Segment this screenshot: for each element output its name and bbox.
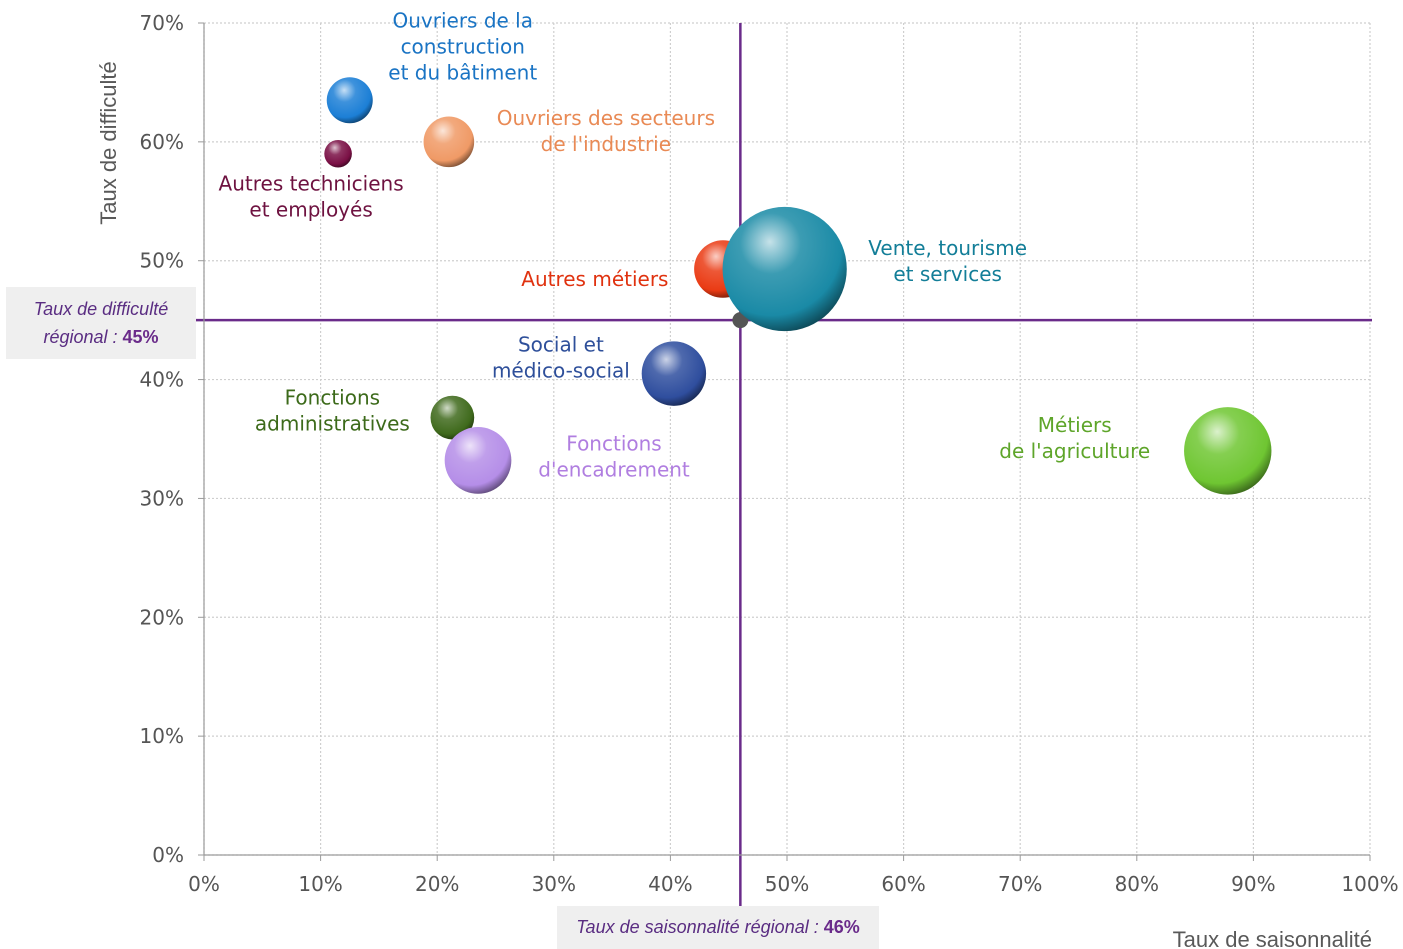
y-tick-label: 50% bbox=[140, 249, 184, 273]
y-tick-label: 30% bbox=[140, 486, 184, 510]
x-tick-label: 90% bbox=[1231, 872, 1275, 896]
bubble-label: d'encadrement bbox=[538, 457, 690, 481]
x-tick-label: 80% bbox=[1115, 872, 1159, 896]
bubble-label: et services bbox=[893, 262, 1002, 286]
bubbles bbox=[324, 77, 1272, 495]
bubble-label: Ouvriers de la bbox=[392, 8, 533, 32]
x-tick-label: 0% bbox=[188, 872, 220, 896]
y-tick-label: 20% bbox=[140, 605, 184, 629]
bubble bbox=[1184, 407, 1272, 495]
reference-lines bbox=[196, 23, 1372, 949]
bubble-label: Vente, tourisme bbox=[868, 236, 1027, 260]
bubble-label: Ouvriers des secteurs bbox=[497, 106, 715, 130]
y-tick-label: 70% bbox=[140, 11, 184, 35]
regional-seasonality-label-text: Taux de saisonnalité régional bbox=[576, 917, 809, 937]
bubble-label: de l'agriculture bbox=[999, 439, 1150, 463]
bubble bbox=[722, 206, 847, 332]
y-tick-label: 40% bbox=[140, 368, 184, 392]
bubble bbox=[423, 116, 475, 168]
bubble bbox=[641, 341, 707, 406]
regional-difficulty-value: 45% bbox=[122, 327, 159, 347]
bubble-label: de l'industrie bbox=[541, 132, 671, 156]
bubble bbox=[444, 427, 512, 494]
x-tick-label: 20% bbox=[415, 872, 459, 896]
regional-difficulty-label-line1: Taux de difficulté bbox=[33, 299, 169, 319]
y-tick-label: 60% bbox=[140, 130, 184, 154]
x-tick-label: 60% bbox=[881, 872, 925, 896]
x-tick-label: 10% bbox=[298, 872, 342, 896]
bubble-label: Fonctions bbox=[285, 386, 380, 410]
bubble-label: administratives bbox=[255, 412, 410, 436]
bubble-label: Autres métiers bbox=[521, 267, 668, 291]
bubble-label: Métiers bbox=[1038, 413, 1112, 437]
y-tick-label: 10% bbox=[140, 724, 184, 748]
y-axis-title: Taux de difficulté bbox=[96, 61, 121, 224]
chart-axes: 0% 10% 20% 30% 40% 50% 60% 70% 80% 90% 100% 0% 10% 20… bbox=[140, 11, 1399, 896]
regional-difficulty-label: Taux de difficulté régional : 45% bbox=[6, 287, 196, 359]
x-tick-label: 50% bbox=[765, 872, 809, 896]
bubble-label: Autres techniciens bbox=[219, 172, 404, 196]
x-tick-label: 40% bbox=[648, 872, 692, 896]
x-tick-label: 30% bbox=[532, 872, 576, 896]
x-tick-label: 70% bbox=[998, 872, 1042, 896]
regional-seasonality-value: 46% bbox=[823, 917, 860, 937]
bubble-label: et du bâtiment bbox=[388, 60, 537, 84]
bubble-label: et employés bbox=[249, 198, 372, 222]
bubble-label: Fonctions bbox=[566, 431, 661, 455]
bubble-label: construction bbox=[401, 34, 525, 58]
bubble bbox=[326, 77, 373, 124]
x-tick-label: 100% bbox=[1341, 872, 1398, 896]
regional-seasonality-label: Taux de saisonnalité régional : 46% bbox=[557, 906, 879, 949]
x-axis-title: Taux de saisonnalité bbox=[1173, 927, 1372, 949]
bubble bbox=[430, 395, 475, 440]
bubble-label: Social et bbox=[518, 333, 604, 357]
regional-difficulty-label-line2: régional bbox=[43, 327, 108, 347]
y-tick-label: 0% bbox=[152, 843, 184, 867]
bubble bbox=[324, 139, 352, 168]
bubble-label: médico-social bbox=[492, 359, 630, 383]
